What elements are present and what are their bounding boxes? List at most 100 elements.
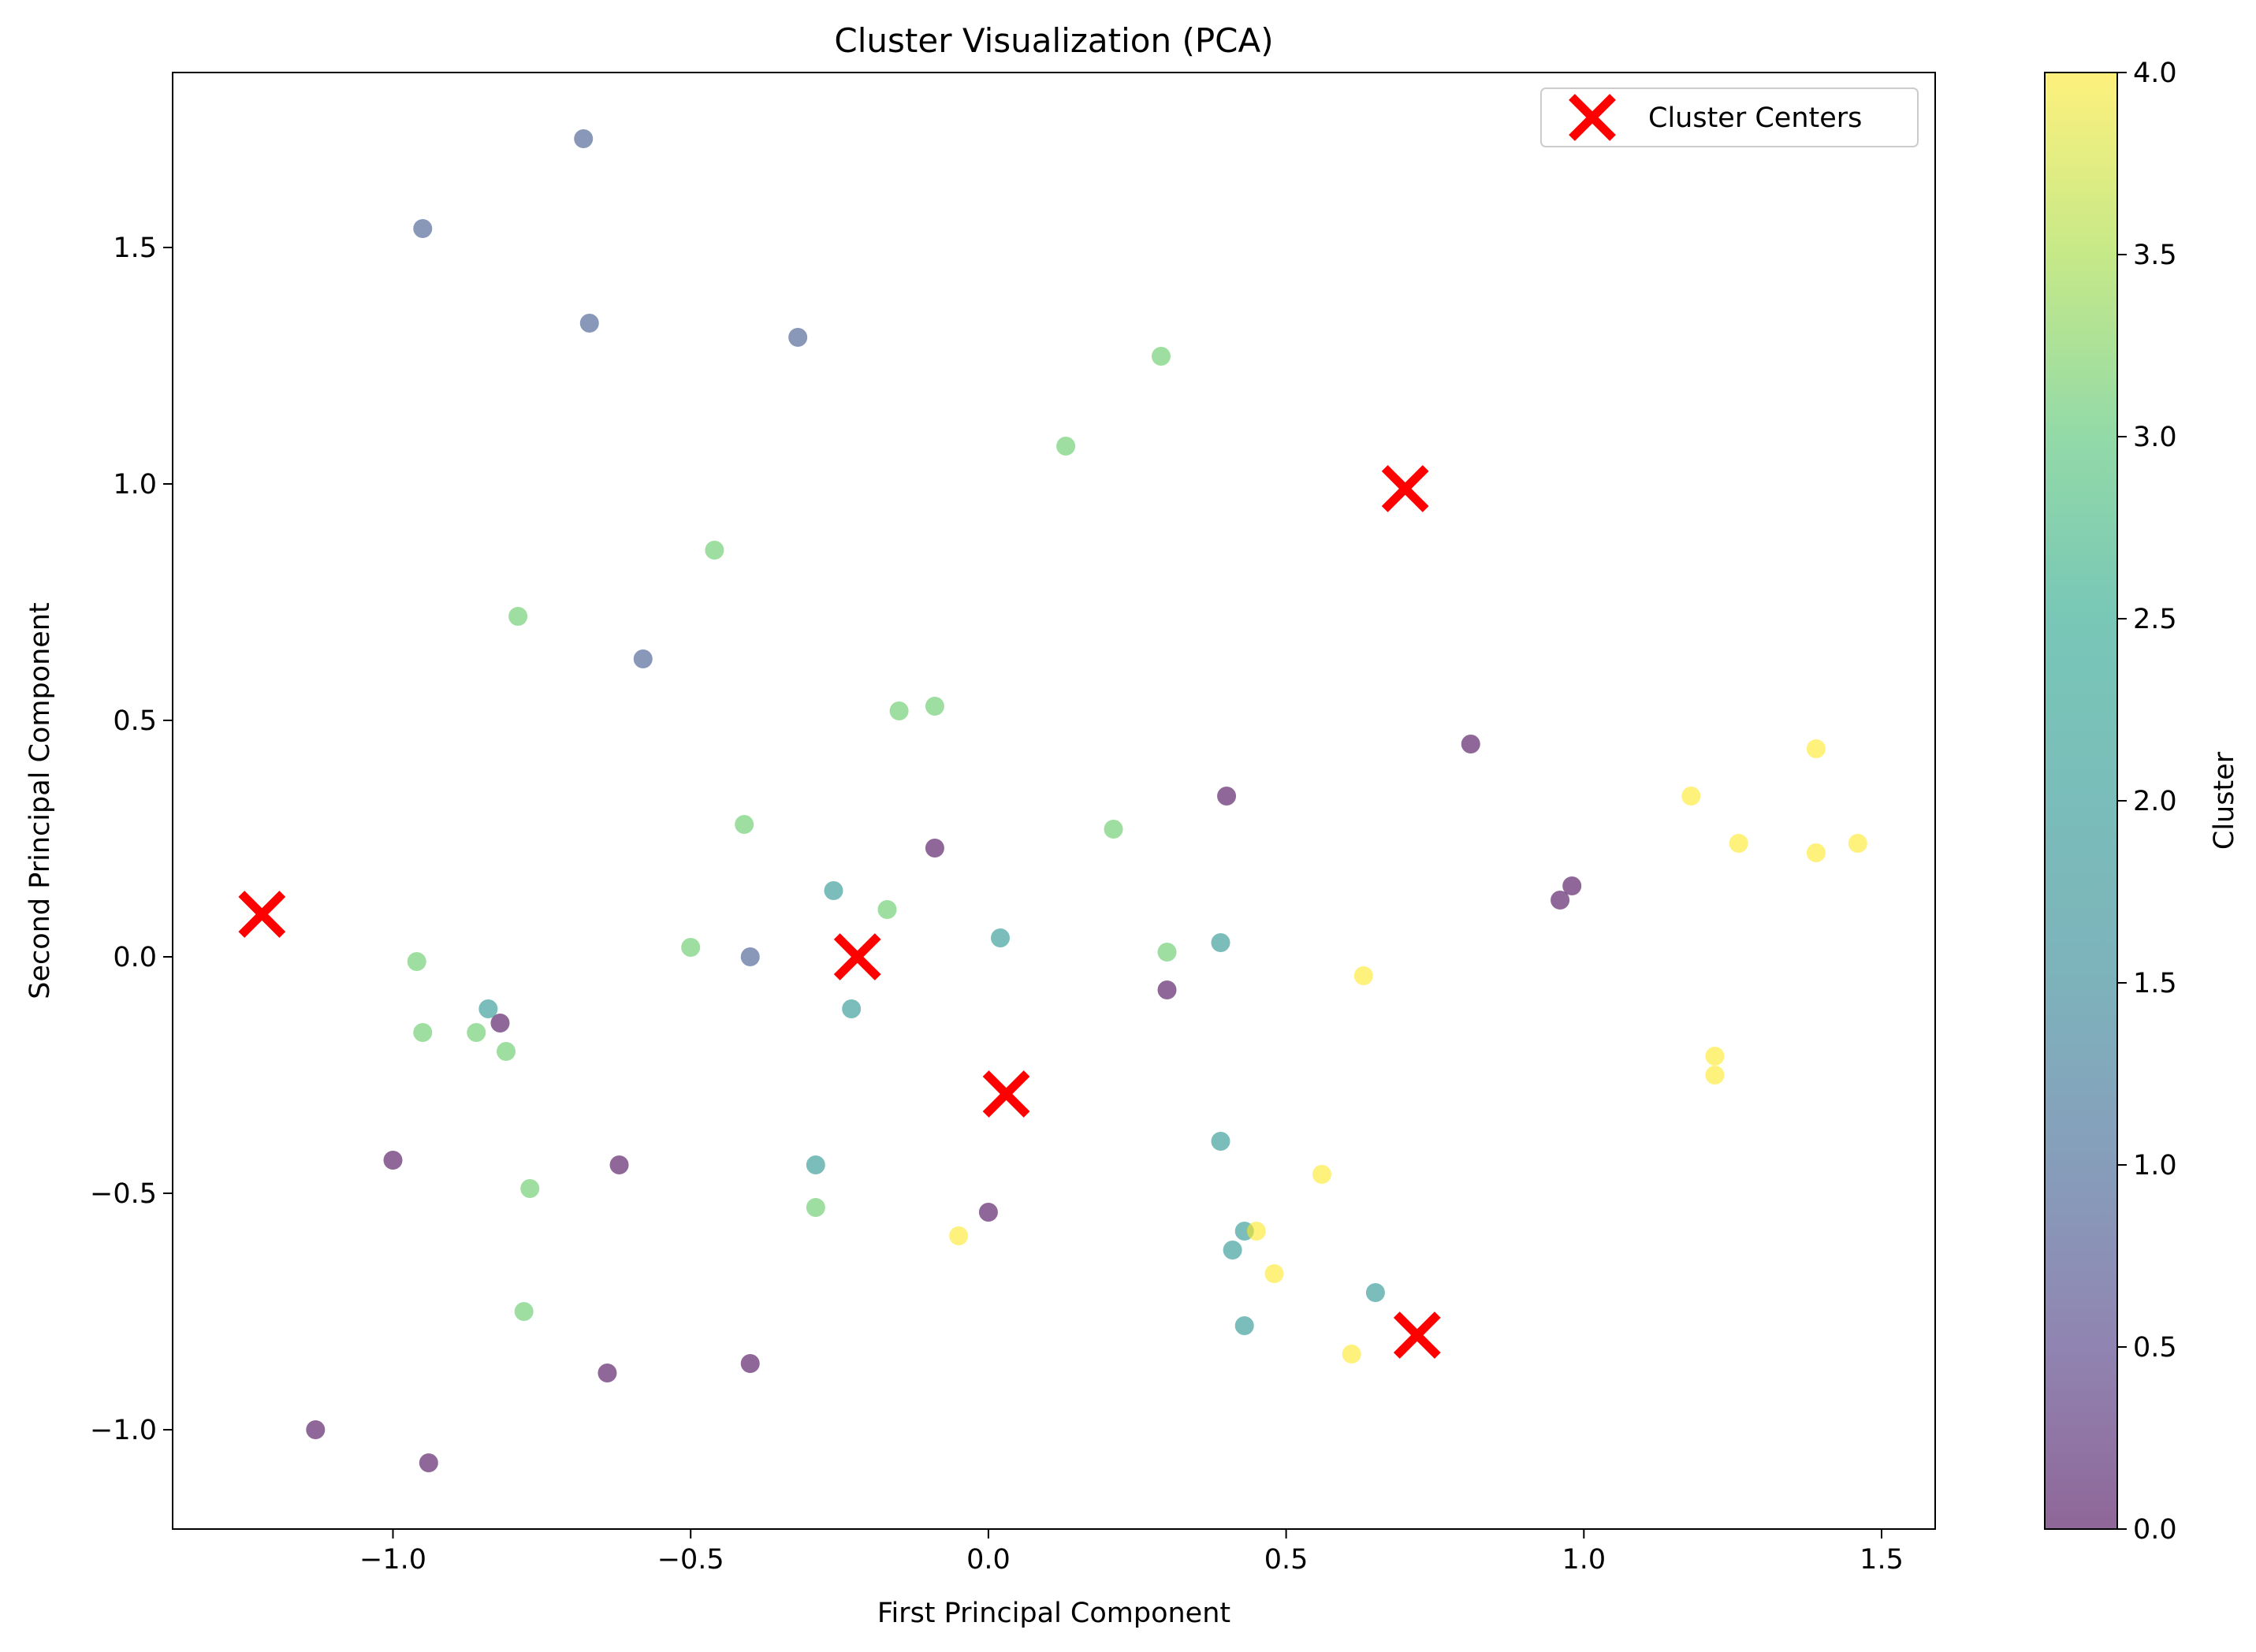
data-point-cluster-2 xyxy=(1234,1316,1254,1335)
center-marker-stroke xyxy=(833,933,881,980)
data-point-cluster-0 xyxy=(306,1420,326,1439)
center-marker-stroke xyxy=(1381,465,1429,512)
data-point-cluster-3 xyxy=(407,952,426,971)
legend-x-marker xyxy=(1569,94,1616,141)
data-point-cluster-3 xyxy=(1104,820,1123,839)
data-point-cluster-4 xyxy=(1806,739,1826,758)
y-tick-label: −1.0 xyxy=(90,1415,157,1446)
data-point-cluster-3 xyxy=(467,1023,486,1042)
data-point-cluster-3 xyxy=(705,541,724,560)
legend-label-cluster-centers: Cluster Centers xyxy=(1648,102,1862,134)
x-tick-label: 1.0 xyxy=(1562,1544,1606,1576)
plot-background xyxy=(173,73,1935,1529)
plot-frame xyxy=(172,72,1936,1530)
colorbar-gradient xyxy=(2045,73,2117,1529)
data-point-cluster-4 xyxy=(1729,834,1748,853)
plot-area: −1.0 −0.5 0.0 0.5 1.0 1.5 −1.0 −0.5 0.0 0.5 1.0 1.… xyxy=(90,72,1936,1576)
y-axis-ticks: −1.0 −0.5 0.0 0.5 1.0 1.5 xyxy=(90,233,173,1446)
cluster-center-marker xyxy=(833,933,881,980)
y-tick-label: 1.5 xyxy=(113,233,157,264)
data-point-cluster-0 xyxy=(383,1151,403,1170)
data-point-cluster-3 xyxy=(508,607,528,626)
data-point-cluster-1 xyxy=(413,219,433,238)
data-point-cluster-2 xyxy=(842,999,862,1018)
data-point-cluster-1 xyxy=(740,947,760,966)
data-point-cluster-0 xyxy=(978,1203,998,1222)
data-point-cluster-1 xyxy=(788,328,808,347)
cluster-center-marker xyxy=(1393,1312,1441,1359)
data-point-cluster-4 xyxy=(1246,1222,1266,1241)
data-point-cluster-2 xyxy=(806,1155,825,1174)
data-point-cluster-2 xyxy=(1211,1132,1230,1151)
data-point-cluster-0 xyxy=(1461,735,1480,753)
center-marker-stroke xyxy=(982,1070,1030,1118)
data-point-cluster-4 xyxy=(1353,966,1373,985)
data-point-cluster-0 xyxy=(609,1155,629,1174)
cluster-center-marker xyxy=(1381,465,1429,512)
data-point-cluster-0 xyxy=(598,1364,617,1382)
data-point-cluster-3 xyxy=(1151,347,1171,366)
x-axis-label: First Principal Component xyxy=(877,1598,1230,1629)
data-point-cluster-0 xyxy=(1551,891,1570,910)
data-point-cluster-2 xyxy=(1365,1283,1385,1302)
data-point-cluster-4 xyxy=(1705,1047,1725,1066)
cluster-center-marker xyxy=(982,1070,1030,1118)
chart-title: Cluster Visualization (PCA) xyxy=(834,21,1273,60)
colorbar-tick-label: 2.5 xyxy=(2133,604,2177,635)
colorbar-tick-label: 0.5 xyxy=(2133,1332,2177,1364)
data-point-cluster-1 xyxy=(574,129,594,148)
data-point-cluster-3 xyxy=(806,1198,825,1217)
data-point-cluster-3 xyxy=(1157,943,1177,962)
data-point-cluster-0 xyxy=(490,1014,510,1032)
x-tick-label: −1.0 xyxy=(359,1544,426,1576)
colorbar-tick-label: 1.5 xyxy=(2133,968,2177,999)
data-point-cluster-0 xyxy=(1217,787,1237,806)
y-axis-label: Second Principal Component xyxy=(24,602,56,999)
data-point-cluster-2 xyxy=(991,928,1011,947)
cluster-center-markers xyxy=(238,465,1441,1359)
x-tick-label: 0.5 xyxy=(1264,1544,1309,1576)
colorbar-label: Cluster xyxy=(2209,751,2240,850)
colorbar-tick-label: 0.0 xyxy=(2133,1514,2177,1546)
data-point-cluster-3 xyxy=(514,1302,534,1321)
x-tick-label: 0.0 xyxy=(966,1544,1011,1576)
y-tick-label: −0.5 xyxy=(90,1178,157,1210)
colorbar-tick-label: 1.0 xyxy=(2133,1150,2177,1181)
data-points xyxy=(306,129,1867,1472)
data-point-cluster-0 xyxy=(1157,980,1177,999)
legend: Cluster Centers xyxy=(1540,87,1919,147)
data-point-cluster-4 xyxy=(1705,1066,1725,1085)
data-point-cluster-4 xyxy=(1342,1345,1361,1364)
legend-box xyxy=(1540,87,1919,147)
data-point-cluster-4 xyxy=(1681,787,1701,806)
data-point-cluster-3 xyxy=(877,900,897,919)
data-point-cluster-4 xyxy=(949,1226,969,1245)
data-point-cluster-0 xyxy=(419,1453,438,1472)
data-point-cluster-3 xyxy=(497,1042,516,1061)
cluster-center-marker xyxy=(238,891,286,938)
data-point-cluster-0 xyxy=(740,1354,760,1373)
colorbar-tick-label: 4.0 xyxy=(2133,58,2177,89)
data-point-cluster-2 xyxy=(478,999,498,1018)
data-point-cluster-4 xyxy=(1264,1264,1284,1283)
colorbar: 0.0 0.5 1.0 1.5 2.0 2.5 3.0 3.5 4.0 Cluster xyxy=(2044,58,2240,1546)
data-point-cluster-4 xyxy=(1806,843,1826,862)
center-marker-stroke xyxy=(1569,94,1616,141)
colorbar-tick-label: 3.5 xyxy=(2133,240,2177,271)
y-tick-label: 0.5 xyxy=(113,705,157,737)
y-tick-label: 1.0 xyxy=(113,469,157,500)
data-point-cluster-3 xyxy=(520,1179,540,1198)
legend-center-marker xyxy=(1569,94,1616,141)
data-point-cluster-3 xyxy=(889,701,909,720)
data-point-cluster-3 xyxy=(1056,437,1076,456)
data-point-cluster-2 xyxy=(824,881,843,900)
colorbar-tick-label: 2.0 xyxy=(2133,786,2177,817)
data-point-cluster-1 xyxy=(579,314,599,333)
data-point-cluster-3 xyxy=(681,938,701,957)
data-point-cluster-3 xyxy=(735,815,754,834)
data-point-cluster-0 xyxy=(1562,876,1582,895)
data-point-cluster-2 xyxy=(1223,1241,1242,1259)
data-point-cluster-4 xyxy=(1312,1165,1331,1184)
data-point-cluster-0 xyxy=(925,839,944,858)
